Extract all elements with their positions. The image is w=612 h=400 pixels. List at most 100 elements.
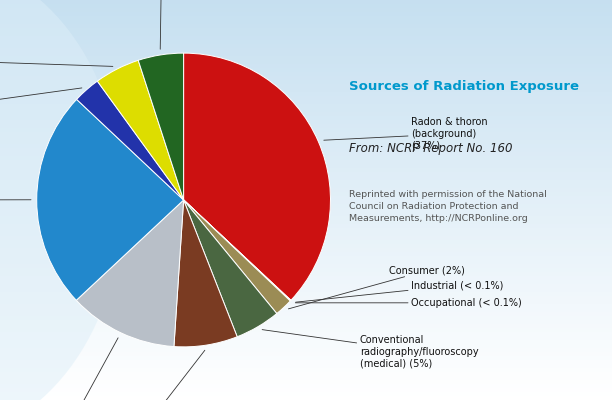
Bar [0, 380, 612, 384]
Bar [0, 88, 612, 92]
Bar [0, 320, 612, 324]
Bar [0, 100, 612, 104]
Text: Consumer (2%): Consumer (2%) [288, 266, 465, 309]
Bar [0, 312, 612, 316]
Text: Computed
tomography
(medical)
(24%): Computed tomography (medical) (24%) [0, 178, 31, 222]
Bar [0, 140, 612, 144]
Bar [0, 348, 612, 352]
Text: Reprinted with permission of the National
Council on Radiation Protection and
Me: Reprinted with permission of the Nationa… [349, 190, 547, 222]
Bar [0, 188, 612, 192]
Bar [0, 56, 612, 60]
Bar [0, 352, 612, 356]
Wedge shape [184, 200, 290, 314]
Bar [0, 136, 612, 140]
Bar [0, 152, 612, 156]
Bar [0, 104, 612, 108]
Bar [0, 96, 612, 100]
Bar [0, 308, 612, 312]
Wedge shape [184, 200, 291, 301]
Bar [0, 200, 612, 204]
Bar [0, 304, 612, 308]
Bar [0, 248, 612, 252]
Bar [0, 84, 612, 88]
Wedge shape [76, 200, 184, 346]
Bar [0, 120, 612, 124]
Bar [0, 388, 612, 392]
Bar [0, 144, 612, 148]
Bar [0, 160, 612, 164]
Bar [0, 80, 612, 84]
Bar [0, 148, 612, 152]
Bar [0, 132, 612, 136]
Bar [0, 252, 612, 256]
Wedge shape [174, 200, 237, 347]
Bar [0, 16, 612, 20]
Bar [0, 92, 612, 96]
Bar [0, 196, 612, 200]
Bar [0, 340, 612, 344]
Bar [0, 296, 612, 300]
Bar [0, 356, 612, 360]
Bar [0, 108, 612, 112]
Bar [0, 124, 612, 128]
Bar [0, 192, 612, 196]
Bar [0, 164, 612, 168]
Bar [0, 240, 612, 244]
Bar [0, 40, 612, 44]
Text: Internal
(background)
(5%): Internal (background) (5%) [0, 44, 113, 77]
Bar [0, 168, 612, 172]
Bar [0, 172, 612, 176]
Bar [0, 112, 612, 116]
Bar [0, 332, 612, 336]
Bar [0, 4, 612, 8]
Bar [0, 288, 612, 292]
Bar [0, 212, 612, 216]
Bar [0, 376, 612, 380]
Bar [0, 52, 612, 56]
Bar [0, 128, 612, 132]
Bar [0, 28, 612, 32]
Wedge shape [97, 60, 184, 200]
Bar [0, 12, 612, 16]
Text: Sources of Radiation Exposure: Sources of Radiation Exposure [349, 80, 579, 93]
Bar [0, 32, 612, 36]
Bar [0, 276, 612, 280]
Bar [0, 220, 612, 224]
Bar [0, 184, 612, 188]
Bar [0, 228, 612, 232]
Bar [0, 216, 612, 220]
Bar [0, 328, 612, 332]
Bar [0, 372, 612, 376]
Wedge shape [184, 200, 277, 337]
Bar [0, 280, 612, 284]
Bar [0, 268, 612, 272]
Bar [0, 64, 612, 68]
Text: From: NCRP Report No. 160: From: NCRP Report No. 160 [349, 142, 512, 155]
Bar [0, 24, 612, 28]
Bar [0, 316, 612, 320]
Bar [0, 60, 612, 64]
Bar [0, 20, 612, 24]
Bar [0, 336, 612, 340]
Bar [0, 48, 612, 52]
Bar [0, 224, 612, 228]
Wedge shape [184, 200, 291, 301]
Text: Conventional
radiography/fluoroscopy
(medical) (5%): Conventional radiography/fluoroscopy (me… [262, 330, 479, 368]
Bar [0, 364, 612, 368]
Text: Radon & thoron
(background)
(37%): Radon & thoron (background) (37%) [324, 117, 488, 150]
Bar [0, 44, 612, 48]
Bar [0, 208, 612, 212]
Wedge shape [76, 81, 184, 200]
Bar [0, 284, 612, 288]
Bar [0, 8, 612, 12]
Text: Industrial (< 0.1%): Industrial (< 0.1%) [296, 280, 504, 302]
Bar [0, 236, 612, 240]
Wedge shape [184, 53, 330, 300]
Bar [0, 300, 612, 304]
Bar [0, 36, 612, 40]
Text: Interventional
fluoroscopy
(medical) (7%): Interventional fluoroscopy (medical) (7%… [111, 350, 205, 400]
Bar [0, 244, 612, 248]
Bar [0, 324, 612, 328]
Bar [0, 396, 612, 400]
Bar [0, 272, 612, 276]
